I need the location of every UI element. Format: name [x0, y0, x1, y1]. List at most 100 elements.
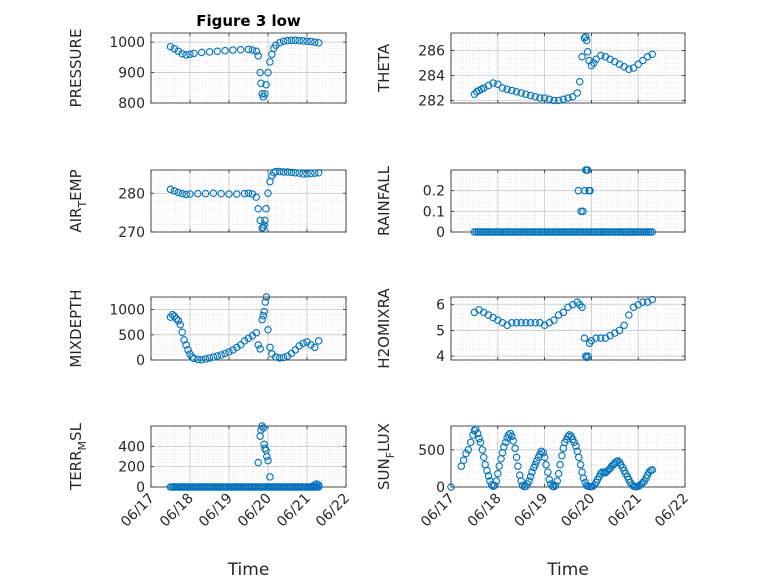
data-point: [178, 189, 186, 198]
plot-area: [451, 170, 685, 232]
plot-area: [151, 33, 346, 103]
data-point: [197, 355, 206, 364]
data-point: [480, 453, 488, 461]
data-point: [522, 318, 530, 327]
data-point: [564, 94, 572, 102]
subplot-h2omixra: 4 5 6 H2OMIXRA: [375, 288, 686, 369]
data-point: [579, 474, 588, 482]
data-point: [299, 339, 307, 348]
subplot-terr-msl: 0 200 400 TERRMSL 06/17 06/18 06/19 06/20 06/21 0…: [67, 422, 353, 580]
figure-title: Figure 3 low: [196, 12, 301, 30]
data-point: [494, 80, 502, 89]
data-point: [264, 189, 272, 198]
data-point: [559, 308, 568, 317]
data-point: [291, 346, 300, 354]
y-tick-label: 400: [118, 439, 145, 455]
data-point: [240, 189, 249, 198]
axes-box: [150, 169, 347, 233]
data-point: [261, 298, 270, 306]
data-point: [517, 89, 525, 97]
data-point: [495, 462, 503, 470]
data-point: [194, 189, 202, 198]
x-axis-label: Time: [546, 560, 589, 580]
y-axis-label: H2OMIXRA: [375, 288, 393, 369]
data-point: [180, 336, 188, 344]
data-point: [252, 329, 261, 337]
data-point: [283, 36, 292, 45]
data-point: [512, 318, 521, 327]
data-point: [466, 438, 475, 447]
data-point: [262, 205, 270, 213]
data-point: [194, 355, 202, 364]
data-point: [256, 68, 264, 77]
data-point: [256, 345, 264, 353]
y-tick-label: 800: [118, 96, 145, 112]
data-point: [570, 438, 578, 447]
subplot-rainfall: 0 0.1 0.2 RAINFALL: [375, 165, 686, 241]
data-point: [170, 187, 179, 195]
y-tick-label: 1000: [109, 303, 145, 319]
data-point: [252, 47, 261, 56]
data-point: [580, 334, 589, 342]
data-point: [213, 352, 222, 360]
data-point: [184, 346, 192, 354]
data-point: [291, 36, 300, 45]
data-point: [182, 51, 190, 59]
data-point: [582, 353, 591, 362]
data-point: [526, 91, 535, 100]
data-point: [508, 432, 516, 441]
data-point: [525, 477, 533, 485]
data-point: [648, 466, 656, 474]
data-point: [166, 42, 175, 51]
data-point: [172, 314, 181, 323]
data-point: [244, 334, 253, 343]
data-point: [554, 469, 563, 478]
data-point: [586, 186, 594, 195]
data-point: [470, 90, 479, 99]
data-point: [483, 466, 491, 475]
data-point: [648, 228, 656, 236]
data-point: [517, 477, 525, 485]
data-point: [272, 353, 280, 361]
data-point: [500, 443, 508, 451]
data-point: [311, 343, 319, 352]
y-tick-label: 0: [436, 225, 445, 241]
data-point: [592, 55, 600, 63]
data-point: [303, 37, 311, 45]
data-point: [545, 475, 554, 484]
x-tick-label: 06/20: [558, 491, 598, 531]
data-point: [236, 45, 245, 54]
data-point: [299, 37, 307, 45]
y-tick-label: 6: [436, 298, 445, 314]
data-point: [572, 442, 580, 450]
data-point: [531, 460, 539, 469]
data-point: [266, 58, 274, 66]
data-point: [260, 221, 268, 229]
plot-area: [151, 297, 346, 360]
data-point: [201, 189, 210, 198]
data-point: [261, 90, 269, 98]
data-point: [275, 167, 284, 176]
data-point: [182, 341, 190, 349]
axes-box: [450, 296, 686, 361]
data-point: [551, 481, 560, 490]
y-axis-label: PRESSURE: [67, 29, 85, 108]
data-point: [476, 438, 485, 447]
data-point: [578, 303, 586, 312]
data-point: [526, 318, 535, 327]
y-tick-label: 286: [418, 44, 445, 60]
data-point: [311, 169, 319, 177]
data-point: [447, 483, 455, 491]
data-point: [597, 51, 605, 60]
x-tick-label: 06/18: [157, 491, 197, 531]
data-point: [509, 437, 517, 445]
data-point: [275, 38, 284, 47]
data-point: [512, 88, 521, 96]
y-axis-label: MIXDEPTH: [67, 289, 85, 367]
data-point: [314, 481, 323, 489]
data-point: [295, 342, 303, 350]
y-tick-label: 270: [118, 225, 145, 241]
x-tick-label: 06/17: [418, 491, 458, 531]
data-point: [517, 318, 525, 327]
